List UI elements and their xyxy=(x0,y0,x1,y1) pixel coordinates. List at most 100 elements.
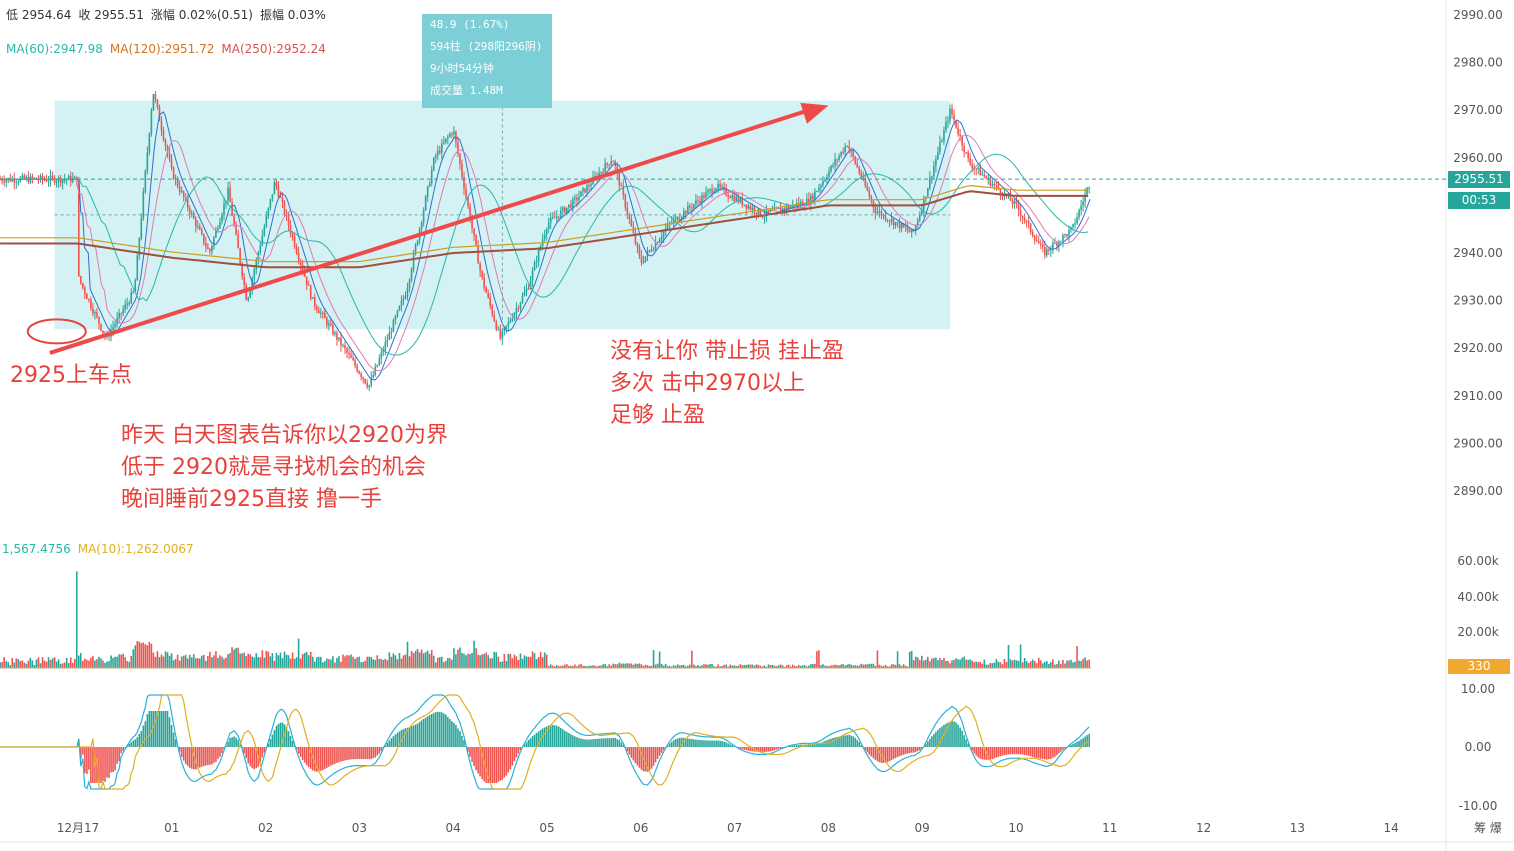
macd-bar xyxy=(878,747,881,763)
candle-body xyxy=(646,250,649,257)
macd-bar xyxy=(1052,747,1054,758)
volume-bar xyxy=(336,658,338,668)
volume-bar xyxy=(241,653,243,668)
candle-body xyxy=(249,289,252,298)
volume-bar xyxy=(860,663,863,668)
macd-bar xyxy=(644,747,647,772)
macd-bar xyxy=(158,711,161,747)
volume-bar xyxy=(98,656,100,668)
macd-bar xyxy=(184,747,187,764)
candle-body xyxy=(745,204,748,209)
volume-bar xyxy=(1060,664,1062,668)
candle-body xyxy=(1015,200,1018,204)
volume-bar xyxy=(761,666,764,668)
volume-bar xyxy=(7,662,10,668)
candle-body xyxy=(404,296,407,299)
candle-body xyxy=(255,259,258,270)
macd-bar xyxy=(1021,747,1024,755)
macd-bar xyxy=(622,744,625,747)
candle-body xyxy=(102,330,104,334)
volume-bar xyxy=(447,657,449,668)
volume-bar xyxy=(537,657,540,668)
volume-bar xyxy=(455,654,457,668)
volume-bar xyxy=(870,663,873,668)
macd-bar xyxy=(221,747,223,754)
candle-body xyxy=(322,312,324,314)
candle-body xyxy=(654,242,657,249)
macd-bar xyxy=(779,747,782,749)
macd-bar xyxy=(838,736,840,747)
volume-bar xyxy=(408,656,411,668)
volume-bar xyxy=(638,663,641,668)
x-tick-label: 10 xyxy=(1008,821,1023,835)
macd-bar xyxy=(717,740,719,747)
volume-bar xyxy=(320,656,322,668)
macd-bar xyxy=(638,747,641,768)
macd-bar xyxy=(991,747,994,760)
macd-bar xyxy=(848,734,850,747)
candle-body xyxy=(13,178,16,183)
volume-bar xyxy=(789,666,792,668)
candle-body xyxy=(670,222,673,224)
volume-bar xyxy=(251,656,254,668)
candle-body xyxy=(233,215,235,226)
macd-bar xyxy=(223,747,225,750)
candle-body xyxy=(362,377,364,379)
volume-bar xyxy=(824,665,826,668)
volume-bar xyxy=(196,658,199,668)
volume-bar xyxy=(414,650,417,668)
volume-bar xyxy=(203,654,205,668)
macd-bar xyxy=(939,728,941,747)
candle-body xyxy=(88,299,90,301)
macd-bar xyxy=(614,737,617,747)
macd-bar xyxy=(937,729,939,747)
macd-bar xyxy=(493,747,496,783)
volume-bar xyxy=(727,666,729,668)
macd-bar xyxy=(1072,743,1074,747)
candle-body xyxy=(354,360,356,366)
macd-bar xyxy=(971,747,973,751)
macd-bar xyxy=(243,747,245,754)
macd-bar xyxy=(795,745,798,747)
volume-bar xyxy=(985,664,988,668)
macd-bar xyxy=(80,747,82,760)
candle-body xyxy=(529,280,532,289)
candle-body xyxy=(293,236,296,247)
volume-bar xyxy=(983,659,986,668)
volume-bar xyxy=(293,658,296,668)
macd-bar xyxy=(632,747,635,761)
left-note-line: 昨天 白天图表告诉你以2920为界 xyxy=(121,423,448,448)
macd-bar xyxy=(850,735,852,747)
volume-bar xyxy=(910,650,913,668)
candle-body xyxy=(775,207,778,209)
macd-bar xyxy=(1001,747,1004,756)
macd-bar xyxy=(392,736,395,747)
macd-bar xyxy=(1041,747,1044,760)
candle-body xyxy=(523,292,526,296)
macd-bar xyxy=(834,737,836,747)
candle-body xyxy=(160,120,163,131)
candle-body xyxy=(483,277,485,288)
macd-bar xyxy=(110,747,112,773)
macd-bar xyxy=(324,747,326,770)
volume-bar xyxy=(313,661,316,668)
macd-bar xyxy=(1074,743,1076,747)
volume-bar xyxy=(152,652,155,668)
candle-body xyxy=(1076,217,1078,224)
macd-bar xyxy=(1035,747,1038,758)
volume-bar xyxy=(477,654,479,668)
volume-bar xyxy=(523,655,526,668)
macd-bar xyxy=(1029,747,1032,757)
macd-bar xyxy=(104,747,106,782)
candle-body xyxy=(0,179,1,181)
candle-body xyxy=(231,202,233,216)
candle-body xyxy=(33,178,36,180)
volume-bar xyxy=(701,665,703,668)
macd-bar xyxy=(332,747,334,765)
macd-bar xyxy=(231,737,233,747)
candle-body xyxy=(717,184,719,189)
volume-bar xyxy=(438,657,441,668)
macd-bar xyxy=(890,747,893,761)
volume-bar xyxy=(142,642,145,668)
